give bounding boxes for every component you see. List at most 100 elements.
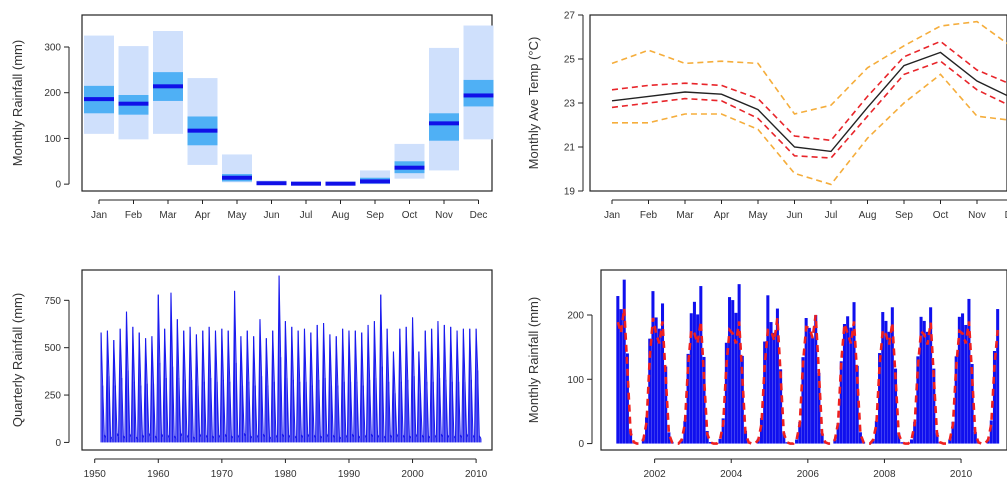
y-tick-label: 25 bbox=[564, 55, 576, 66]
median-bar bbox=[394, 165, 425, 170]
x-tick-label: 2002 bbox=[643, 469, 666, 477]
rainfall-bar bbox=[836, 423, 840, 444]
rainfall-bar bbox=[702, 356, 706, 444]
median-bar bbox=[84, 97, 114, 102]
x-tick-label: 2010 bbox=[950, 469, 973, 477]
rainfall-bar bbox=[973, 432, 977, 444]
panel-monthly-rainfall-climatology: 0 100 200 300 Monthly Rainfall (mm) Jan Feb Mar… bbox=[10, 14, 494, 221]
rainfall-bar bbox=[743, 430, 748, 444]
y-tick-label: 100 bbox=[44, 134, 61, 145]
median-bar bbox=[325, 181, 356, 186]
rainfall-bar bbox=[785, 442, 789, 444]
rainfall-bar bbox=[967, 298, 971, 444]
rainfall-bar bbox=[935, 432, 939, 444]
rainfall-bar bbox=[948, 439, 952, 444]
rainfall-bar bbox=[842, 324, 846, 444]
rainfall-bar bbox=[922, 320, 926, 444]
rainfall-bar bbox=[855, 365, 859, 444]
y-tick-label: 0 bbox=[55, 180, 61, 191]
median-bar bbox=[291, 181, 321, 186]
inner-range-bar bbox=[463, 79, 494, 107]
x-tick-label: Oct bbox=[402, 210, 418, 221]
x-tick-label: 1950 bbox=[84, 469, 107, 477]
rainfall-bar bbox=[769, 322, 773, 444]
rainfall-bar bbox=[909, 439, 914, 444]
rainfall-bar bbox=[890, 307, 894, 444]
x-tick-label: May bbox=[228, 210, 247, 221]
rainfall-bar bbox=[801, 357, 805, 444]
rainfall-bar bbox=[992, 351, 996, 444]
median-bar bbox=[429, 121, 459, 126]
series-line-outer-upper bbox=[611, 20, 1007, 115]
rainfall-bar bbox=[657, 328, 661, 444]
x-tick-label: Dec bbox=[1005, 210, 1007, 221]
rainfall-bar bbox=[728, 297, 732, 444]
x-tick-label: Mar bbox=[676, 210, 694, 221]
rainfall-bar bbox=[772, 332, 776, 444]
y-tick-label: 250 bbox=[44, 391, 61, 402]
rainfall-bar bbox=[970, 364, 974, 444]
panel-monthly-rainfall-timeseries: 0 100 200 Monthly Rainfall (mm) 2002 2004 2006… bbox=[526, 269, 1007, 477]
rainfall-bar bbox=[661, 303, 665, 444]
rainfall-bar bbox=[878, 353, 882, 444]
x-tick-label: Jul bbox=[825, 210, 838, 221]
rainfall-bar bbox=[916, 356, 920, 444]
panel-monthly-temperature: 19 21 23 25 27 Monthly Ave Temp (°C) Jan Feb Mar… bbox=[526, 11, 1007, 221]
plot-frame bbox=[600, 269, 1007, 451]
rainfall-bar bbox=[763, 341, 767, 444]
x-tick-label: Apr bbox=[714, 210, 730, 221]
rainfall-bar bbox=[718, 438, 722, 444]
rainfall-bar bbox=[874, 420, 878, 444]
fitted-line bbox=[616, 308, 999, 445]
inner-range-bar bbox=[429, 113, 459, 141]
x-tick-label: Dec bbox=[470, 210, 488, 221]
x-tick-label: 1960 bbox=[147, 469, 170, 477]
rainfall-bar bbox=[894, 368, 898, 444]
rainfall-bar bbox=[740, 355, 744, 444]
rainfall-bar bbox=[699, 286, 703, 444]
x-tick-label: Jun bbox=[786, 210, 802, 221]
x-tick-label: 2010 bbox=[465, 469, 488, 477]
y-tick-label: 750 bbox=[44, 296, 61, 307]
x-tick-label: Aug bbox=[859, 210, 877, 221]
x-tick-label: Oct bbox=[933, 210, 949, 221]
rainfall-bar bbox=[759, 418, 763, 444]
x-tick-label: Aug bbox=[332, 210, 350, 221]
rainfall-bar bbox=[957, 316, 961, 444]
rainfall-bar bbox=[961, 313, 965, 444]
rainfall-bar bbox=[846, 316, 850, 444]
x-tick-label: 1990 bbox=[338, 469, 361, 477]
series-line-outer-lower bbox=[612, 73, 1007, 186]
median-bar bbox=[463, 93, 494, 98]
x-tick-label: Jul bbox=[300, 210, 313, 221]
y-tick-label: 21 bbox=[564, 143, 576, 154]
rainfall-bar bbox=[954, 356, 958, 444]
rainfall-bar bbox=[964, 324, 968, 444]
median-bar bbox=[153, 84, 183, 89]
x-tick-label: Nov bbox=[435, 210, 453, 221]
y-axis-title: Monthly Rainfall (mm) bbox=[526, 297, 541, 423]
x-tick-label: Sep bbox=[895, 210, 913, 221]
y-tick-label: 300 bbox=[44, 43, 61, 54]
x-tick-label: Sep bbox=[366, 210, 384, 221]
x-tick-label: 1980 bbox=[274, 469, 297, 477]
y-tick-label: 19 bbox=[564, 187, 576, 198]
rainfall-bar bbox=[798, 421, 802, 444]
outer-range-bar bbox=[429, 47, 459, 171]
y-tick-label: 200 bbox=[567, 311, 584, 322]
rainfall-bar bbox=[839, 361, 843, 444]
rainfall-bar bbox=[686, 353, 690, 444]
y-tick-label: 0 bbox=[578, 439, 584, 450]
rainfall-bar bbox=[629, 430, 633, 444]
rainfall-bar bbox=[807, 327, 811, 444]
rainfall-bar bbox=[887, 331, 891, 444]
median-bar bbox=[187, 128, 218, 133]
rainfall-bar bbox=[696, 314, 700, 444]
rainfall-bar bbox=[897, 432, 901, 444]
y-tick-label: 200 bbox=[44, 88, 61, 99]
rainfall-bar bbox=[814, 315, 818, 444]
rainfall-bar bbox=[667, 432, 671, 444]
x-tick-label: Jan bbox=[604, 210, 620, 221]
rainfall-bar bbox=[881, 312, 885, 444]
